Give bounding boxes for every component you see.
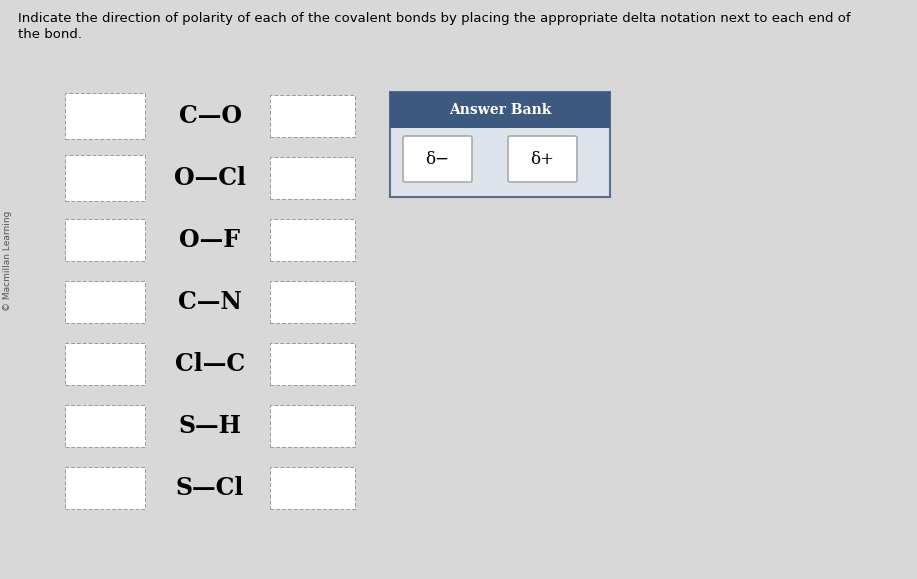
Bar (270, 157, 355, 199)
FancyBboxPatch shape (508, 136, 577, 182)
Text: O—Cl: O—Cl (174, 166, 246, 190)
Text: C—N: C—N (178, 290, 242, 314)
Bar (65, 343, 145, 385)
Bar (390, 92, 610, 197)
Text: δ−: δ− (425, 151, 449, 167)
Text: Cl—C: Cl—C (175, 352, 245, 376)
Bar (65, 467, 145, 509)
Text: Indicate the direction of polarity of each of the covalent bonds by placing the : Indicate the direction of polarity of ea… (18, 12, 851, 25)
Bar (65, 281, 145, 323)
Text: © Macmillan Learning: © Macmillan Learning (4, 210, 13, 311)
Text: Answer Bank: Answer Bank (448, 103, 551, 117)
Bar (270, 281, 355, 323)
Text: O—F: O—F (180, 228, 240, 252)
Bar (390, 92, 610, 128)
Text: S—H: S—H (179, 414, 241, 438)
FancyBboxPatch shape (403, 136, 472, 182)
Bar (65, 93, 145, 139)
Bar (65, 155, 145, 201)
Bar (270, 405, 355, 447)
Text: S—Cl: S—Cl (176, 476, 244, 500)
Bar (65, 219, 145, 261)
Bar (270, 95, 355, 137)
Text: the bond.: the bond. (18, 28, 82, 41)
Bar (270, 467, 355, 509)
Bar (270, 343, 355, 385)
Text: δ+: δ+ (531, 151, 555, 167)
Text: C—O: C—O (179, 104, 241, 128)
Bar (65, 405, 145, 447)
Bar (270, 219, 355, 261)
